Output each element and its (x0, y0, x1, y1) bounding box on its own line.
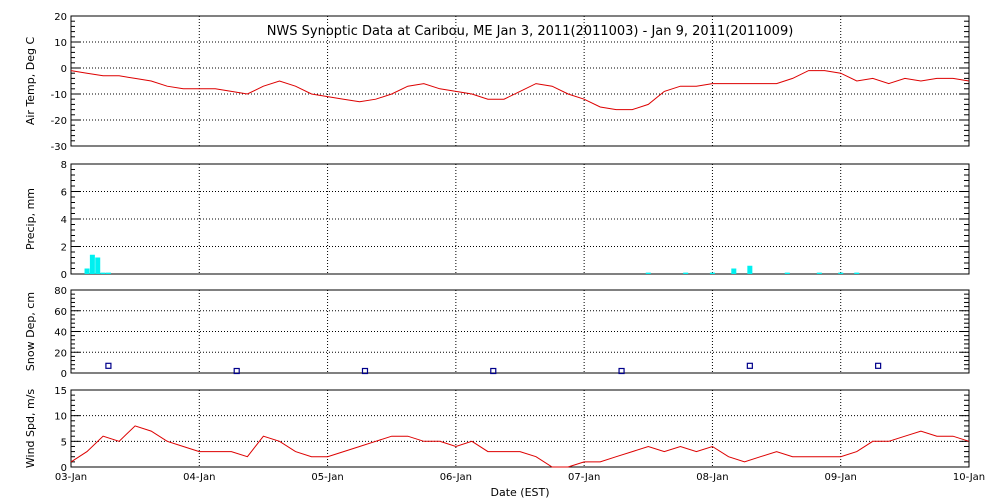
precip-bar (89, 254, 95, 274)
panel-3: 80 60 40 20 0 Snow Dep, cm (24, 286, 970, 380)
precip-bar (105, 272, 111, 274)
snow-depth-point (618, 367, 625, 375)
precip-bar (816, 272, 822, 274)
y-axis-label: Wind Spd, m/s (24, 389, 37, 469)
x-tick-label: 08-Jan (696, 472, 728, 483)
x-axis-label: Date (EST) (490, 486, 549, 499)
y-axis-label: Precip, mm (24, 188, 37, 250)
series-line (70, 70, 970, 111)
precip-bar (84, 268, 90, 274)
snow-depth-point (233, 367, 240, 375)
y-tick-label: -10 (51, 90, 67, 101)
precip-bar (747, 265, 753, 274)
snow-depth-point (361, 367, 369, 375)
chart-title: NWS Synoptic Data at Caribou, ME Jan 3, … (267, 24, 794, 39)
y-tick-label: 0 (61, 270, 67, 281)
precip-bar (784, 272, 790, 274)
plot-frame (70, 289, 970, 374)
precip-bar (100, 272, 106, 274)
y-tick-label: 6 (61, 188, 67, 199)
precip-bar (95, 257, 101, 274)
y-tick-label: 20 (54, 12, 67, 23)
y-axis-label: Air Temp, Deg C (24, 37, 37, 126)
panel-2: 8 6 4 2 0 Precip, mm (24, 160, 970, 281)
y-tick-label: 60 (54, 307, 67, 318)
y-tick-label: 0 (61, 463, 67, 474)
x-tick-label: 09-Jan (825, 472, 857, 483)
y-tick-label: 5 (61, 437, 67, 448)
y-tick-label: 8 (61, 160, 67, 171)
plot-frame (70, 389, 970, 468)
snow-depth-point (490, 367, 497, 375)
y-tick-label: 0 (61, 64, 67, 75)
y-tick-label: 40 (54, 328, 67, 339)
panel-4: 15 10 5 0 Wind Spd, m/s (24, 386, 970, 474)
precip-bar (683, 272, 689, 274)
snow-depth-point (746, 362, 753, 369)
x-tick-label: 05-Jan (311, 472, 343, 483)
y-tick-label: -30 (51, 142, 67, 153)
y-tick-label: 80 (54, 286, 67, 297)
plot-frame (70, 163, 970, 275)
y-tick-label: 10 (54, 38, 67, 49)
snow-depth-point (875, 362, 882, 369)
precip-bar (709, 272, 715, 274)
x-tick-label: 07-Jan (568, 472, 600, 483)
series-line (70, 425, 970, 468)
y-tick-label: -20 (51, 116, 67, 127)
y-tick-label: 2 (61, 243, 67, 254)
precip-bar (731, 268, 737, 274)
x-tick-label: 06-Jan (440, 472, 472, 483)
panel-1: 20 10 0 -10 -20 -30 Air Temp, Deg C (24, 12, 970, 153)
x-tick-label: 04-Jan (183, 472, 215, 483)
precip-bar (645, 272, 651, 274)
precip-bar (854, 272, 860, 274)
y-axis-label: Snow Dep, cm (24, 292, 37, 371)
y-tick-label: 10 (54, 412, 67, 423)
precip-bar (838, 272, 844, 274)
snow-depth-point (105, 362, 112, 369)
x-tick-label: 03-Jan (55, 472, 87, 483)
y-tick-label: 0 (61, 369, 67, 380)
y-tick-label: 15 (54, 386, 67, 397)
y-tick-label: 20 (54, 348, 67, 359)
x-tick-label: 10-Jan (953, 472, 985, 483)
y-tick-label: 4 (61, 215, 67, 226)
